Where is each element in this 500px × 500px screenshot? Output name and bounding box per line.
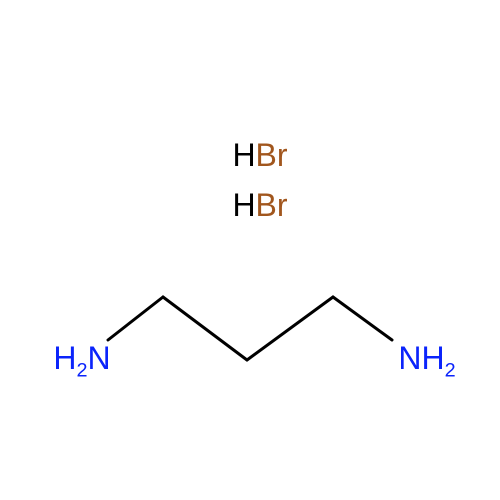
amine-left-H: H — [53, 340, 76, 376]
amine-left-label: H2N — [53, 342, 110, 374]
hbr-label-2: HBr — [232, 189, 287, 221]
chemical-diagram: HBr HBr H2N NH2 — [0, 0, 500, 500]
amine-left-sub: 2 — [76, 359, 87, 381]
amine-right-sub: 2 — [445, 359, 456, 381]
hbr-h-1: HBr — [232, 137, 287, 173]
hbr-h-2: HBr — [232, 187, 287, 223]
amine-right-H: H — [421, 340, 444, 376]
amine-right-N: N — [398, 340, 421, 376]
hbr-label-1: HBr — [232, 139, 287, 171]
bond-lines — [0, 0, 500, 500]
amine-right-label: NH2 — [398, 342, 455, 374]
amine-left-N: N — [88, 340, 111, 376]
